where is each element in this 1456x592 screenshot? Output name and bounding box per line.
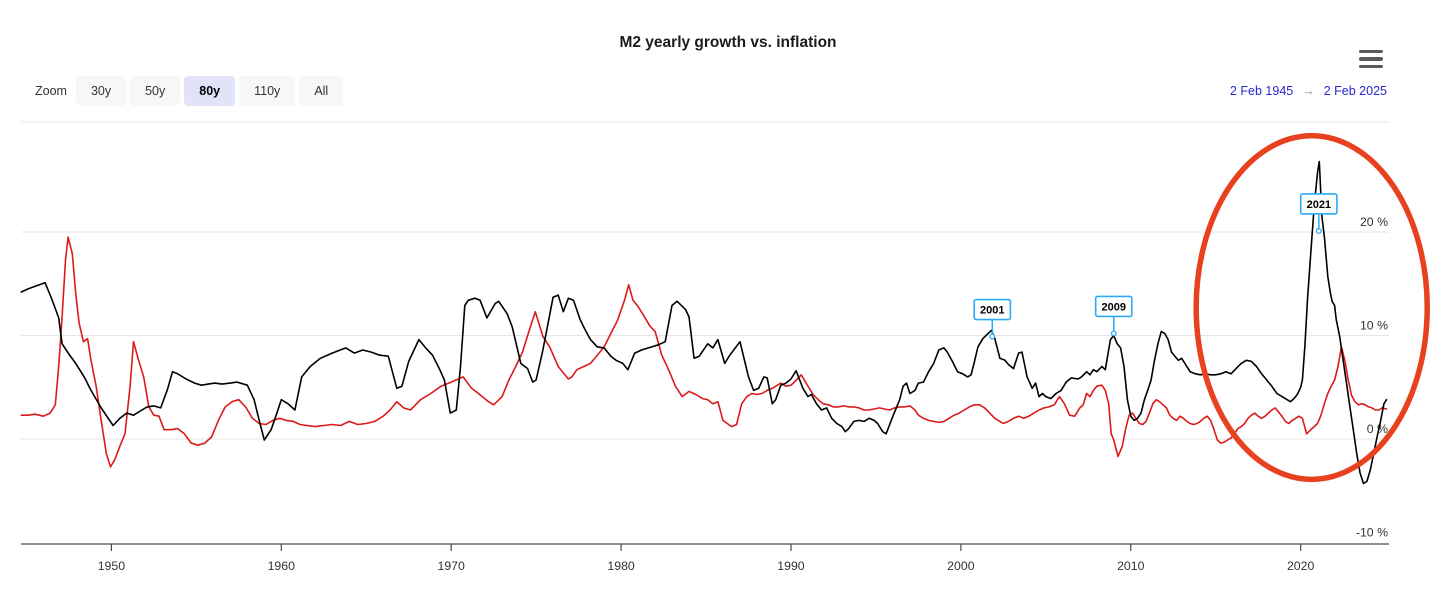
annotation-anchor-2009	[1110, 330, 1117, 337]
annotation-box-2009	[1094, 295, 1133, 318]
context-menu-button[interactable]	[1357, 46, 1385, 72]
zoom-button-80y[interactable]: 80y	[184, 76, 236, 106]
hamburger-icon	[1359, 49, 1383, 69]
annotation-anchor-2001	[989, 333, 996, 340]
y-tick-label-0: 0 %	[1367, 422, 1388, 436]
range-arrow-icon: →	[1302, 84, 1315, 98]
zoom-button-all[interactable]: All	[299, 76, 344, 106]
x-tick-label-2000: 2000	[947, 559, 975, 573]
series-line-inflation-yearly-	[20, 236, 1388, 468]
annotation-anchor-2021	[1315, 228, 1322, 234]
annotation-label-2021: 2021	[1307, 199, 1331, 211]
annotation-label-2009: 2009	[1102, 301, 1126, 313]
zoom-button-110y[interactable]: 110y	[239, 76, 296, 106]
zoom-label: Zoom	[35, 84, 67, 98]
x-tick-label-1950: 1950	[98, 559, 126, 573]
range-from-input[interactable]: 2 Feb 1945	[1230, 84, 1294, 98]
zoom-button-50y[interactable]: 50y	[130, 76, 181, 106]
x-tick-label-1970: 1970	[437, 559, 465, 573]
series-line-m2-yearly-growth	[20, 160, 1388, 485]
annotation-label-2001: 2001	[980, 305, 1004, 317]
zoom-group: Zoom 30y 50y 80y 110y All	[35, 76, 344, 106]
y-tick-label-20: 20 %	[1360, 215, 1388, 229]
x-tick-label-1990: 1990	[777, 559, 805, 573]
ellipse-annotation	[1193, 133, 1430, 483]
annotation-box-2001	[973, 298, 1012, 321]
x-tick-label-2020: 2020	[1287, 559, 1315, 573]
range-to-input[interactable]: 2 Feb 2025	[1323, 84, 1387, 98]
x-tick-label-1980: 1980	[607, 559, 635, 573]
x-tick-label-1960: 1960	[268, 559, 296, 573]
y-tick-label--10: -10 %	[1356, 525, 1388, 539]
annotation-box-2021	[1299, 193, 1338, 215]
chart-toolbar: Zoom 30y 50y 80y 110y All 2 Feb 1945 → 2 Feb…	[35, 76, 1387, 106]
date-range: 2 Feb 1945 → 2 Feb 2025	[1230, 84, 1387, 98]
zoom-buttons: 30y 50y 80y 110y All	[75, 76, 344, 106]
chart-title: M2 yearly growth vs. inflation	[619, 34, 837, 51]
zoom-button-30y[interactable]: 30y	[75, 76, 127, 106]
x-tick-label-2010: 2010	[1117, 559, 1145, 573]
y-tick-label-10: 10 %	[1360, 319, 1388, 333]
